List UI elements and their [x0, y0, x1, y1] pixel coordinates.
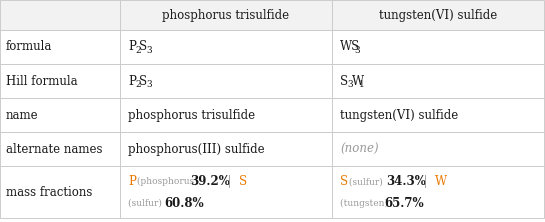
Bar	[0, 132, 120, 166]
Text: (tungsten): (tungsten)	[340, 199, 391, 208]
Text: 2: 2	[135, 46, 141, 55]
Text: alternate names: alternate names	[6, 143, 102, 155]
Text: S: S	[340, 175, 348, 188]
Bar	[0, 64, 120, 98]
Bar	[0, 166, 120, 218]
Text: WS: WS	[340, 40, 360, 54]
Bar	[120, 30, 332, 64]
Text: 39.2%: 39.2%	[191, 175, 231, 188]
Bar	[332, 98, 544, 132]
Text: 3: 3	[147, 46, 152, 55]
Text: Hill formula: Hill formula	[6, 75, 77, 87]
Bar	[332, 0, 544, 30]
Text: (phosphorus): (phosphorus)	[135, 177, 201, 186]
Bar	[0, 0, 120, 30]
Bar	[332, 166, 544, 218]
Bar	[0, 98, 120, 132]
Text: P: P	[128, 40, 136, 54]
Text: S: S	[140, 75, 148, 87]
Text: (sulfur): (sulfur)	[128, 199, 165, 208]
Text: S: S	[140, 40, 148, 54]
Text: S: S	[340, 75, 348, 87]
Text: W: W	[352, 75, 364, 87]
Text: formula: formula	[6, 40, 52, 54]
Text: W: W	[434, 175, 446, 188]
Bar	[332, 132, 544, 166]
Text: |: |	[220, 175, 238, 188]
Text: P: P	[128, 175, 136, 188]
Text: 3: 3	[347, 80, 353, 89]
Bar	[120, 0, 332, 30]
Bar	[120, 98, 332, 132]
Bar	[0, 30, 120, 64]
Text: mass fractions: mass fractions	[6, 186, 92, 198]
Text: |: |	[415, 175, 434, 188]
Text: tungsten(VI) sulfide: tungsten(VI) sulfide	[340, 109, 458, 121]
Bar	[332, 0, 544, 30]
Text: (none): (none)	[340, 143, 379, 155]
Text: name: name	[6, 109, 39, 121]
Bar	[120, 132, 332, 166]
Text: phosphorus trisulfide: phosphorus trisulfide	[162, 8, 289, 22]
Text: 65.7%: 65.7%	[384, 197, 423, 210]
Bar	[332, 64, 544, 98]
Bar	[332, 30, 544, 64]
Text: 34.3%: 34.3%	[386, 175, 426, 188]
Text: 3: 3	[354, 46, 360, 55]
Text: tungsten(VI) sulfide: tungsten(VI) sulfide	[379, 8, 497, 22]
Bar	[120, 0, 332, 30]
Text: P: P	[128, 75, 136, 87]
Text: 1: 1	[359, 80, 364, 89]
Text: phosphorus(III) sulfide: phosphorus(III) sulfide	[128, 143, 265, 155]
Text: (sulfur): (sulfur)	[347, 177, 386, 186]
Bar	[0, 0, 120, 30]
Text: 2: 2	[135, 80, 141, 89]
Text: 3: 3	[147, 80, 152, 89]
Text: S: S	[239, 175, 247, 188]
Bar	[120, 166, 332, 218]
Text: 60.8%: 60.8%	[164, 197, 204, 210]
Text: phosphorus trisulfide: phosphorus trisulfide	[128, 109, 255, 121]
Bar	[120, 64, 332, 98]
